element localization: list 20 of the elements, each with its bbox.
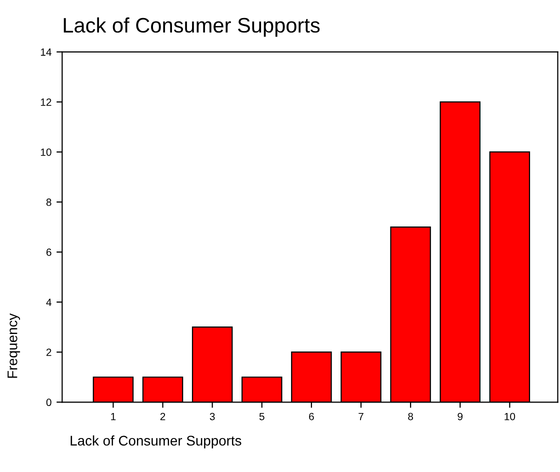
chart-title: Lack of Consumer Supports xyxy=(64,17,320,37)
x-tick-label: 5 xyxy=(259,412,264,420)
y-tick-label: 6 xyxy=(46,248,52,256)
y-tick-label: 2 xyxy=(46,348,52,356)
x-tick-label: 8 xyxy=(408,412,414,420)
y-tick-label: 0 xyxy=(46,398,52,406)
x-tick-label: 3 xyxy=(210,412,215,420)
y-tick-label: 8 xyxy=(46,198,52,206)
x-tick-label: 1 xyxy=(111,412,116,420)
x-tick-label: 9 xyxy=(458,412,463,420)
x-tick-label: 7 xyxy=(358,412,364,420)
y-axis-title: Frequency xyxy=(8,313,20,378)
x-axis-title: Lack of Consumer Supports xyxy=(70,435,242,448)
x-tick-label: 6 xyxy=(309,412,314,420)
y-tick-label: 10 xyxy=(40,148,52,156)
x-tick-label: 2 xyxy=(160,412,166,420)
y-tick-label: 14 xyxy=(40,48,52,56)
y-tick-label: 12 xyxy=(40,98,52,106)
x-tick-label: 10 xyxy=(504,412,516,420)
y-tick-label: 4 xyxy=(46,298,52,306)
